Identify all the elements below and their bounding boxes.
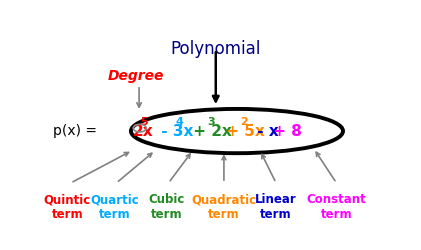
Text: - 3x: - 3x bbox=[156, 124, 194, 138]
Text: 5: 5 bbox=[140, 118, 148, 128]
Text: p(x) =: p(x) = bbox=[53, 124, 97, 138]
Text: - x: - x bbox=[252, 124, 279, 138]
Text: + 8: + 8 bbox=[268, 124, 302, 138]
Text: Degree: Degree bbox=[108, 69, 164, 83]
Text: Quartic
term: Quartic term bbox=[90, 193, 139, 221]
Text: + 2x: + 2x bbox=[188, 124, 232, 138]
Text: Polynomial: Polynomial bbox=[171, 40, 261, 58]
Text: Quadratic
term: Quadratic term bbox=[192, 193, 256, 221]
Ellipse shape bbox=[131, 109, 343, 153]
Text: + 5x: + 5x bbox=[221, 124, 264, 138]
Text: 2: 2 bbox=[240, 118, 248, 128]
Text: Quintic
term: Quintic term bbox=[44, 193, 91, 221]
Text: 4: 4 bbox=[176, 118, 184, 128]
Text: 2x: 2x bbox=[133, 124, 153, 138]
Text: Cubic
term: Cubic term bbox=[149, 193, 185, 221]
Text: 3: 3 bbox=[208, 118, 215, 128]
Text: Constant
term: Constant term bbox=[306, 193, 366, 221]
Text: Linear
term: Linear term bbox=[255, 193, 297, 221]
